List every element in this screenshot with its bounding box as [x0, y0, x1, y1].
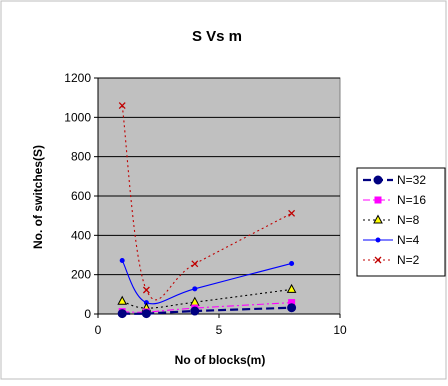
series-n-32: [117, 303, 297, 319]
series-line-n-2: [121, 105, 292, 301]
x-marker-stroke: [191, 260, 199, 268]
legend-entry-n-2: N=2: [363, 253, 420, 267]
series-line-n-16: [122, 302, 292, 313]
x-marker-stroke: [288, 209, 296, 217]
y-tick-label: 1200: [64, 71, 91, 85]
y-tick-label: 1000: [64, 110, 91, 124]
legend-label-n-4: N=4: [397, 233, 420, 247]
data-point-n-4: [289, 260, 295, 266]
data-point-n-2: [118, 102, 126, 109]
legend-label-n-32: N=32: [397, 173, 426, 187]
legend-entry-n-16: N=16: [363, 193, 426, 207]
series-n-2: [118, 102, 296, 301]
data-point-n-32: [117, 309, 127, 319]
legend-label-n-8: N=8: [397, 213, 420, 227]
plot-layer: 0 200 400 600 800 1000 1200 0 5 10: [64, 71, 347, 337]
data-point-n-32: [141, 309, 151, 319]
data-point-n-8: [286, 283, 297, 293]
x-axis-label: No of blocks(m): [175, 353, 266, 367]
legend-marker-n-16: [374, 196, 382, 204]
x-marker-stroke: [118, 102, 126, 109]
series-line-n-32: [122, 306, 292, 315]
y-tick-label: 400: [71, 228, 91, 242]
data-point-n-4: [119, 258, 125, 264]
y-tick-label: 800: [71, 150, 91, 164]
data-point-n-32: [190, 306, 200, 316]
y-tick-label: 0: [84, 307, 91, 321]
x-marker-stroke: [142, 286, 150, 294]
data-point-n-32: [287, 303, 297, 313]
legend-marker-n-2: [374, 256, 382, 264]
legend-entry-n-32: N=32: [363, 173, 426, 187]
x-tick-label: 5: [216, 323, 223, 337]
legend-marker-n-8: [373, 214, 383, 224]
legend-label-n-2: N=2: [397, 253, 420, 267]
data-point-n-2: [142, 286, 150, 294]
series-line-n-8: [122, 288, 292, 309]
x-tick-label: 10: [333, 323, 347, 337]
legend-entry-n-4: N=4: [363, 233, 420, 247]
data-point-n-2: [191, 260, 199, 268]
data-point-n-8: [117, 295, 128, 305]
legend-box: [356, 167, 446, 277]
legend-entry-n-8: N=8: [363, 213, 420, 227]
y-axis-label: No. of switches(S): [31, 145, 45, 249]
y-tick-label: 600: [71, 189, 91, 203]
legend-marker-n-32: [373, 175, 383, 185]
chart-title: S Vs m: [192, 28, 242, 45]
x-tick-label: 0: [95, 323, 102, 337]
series-n-4: [119, 258, 295, 306]
x-marker-stroke: [374, 256, 382, 264]
series-line-n-4: [121, 260, 292, 305]
legend-marker-n-4: [375, 237, 381, 243]
data-point-n-4: [192, 286, 198, 292]
legend: N=32 N=16 N=8 N=4 N=2: [356, 167, 446, 277]
legend-label-n-16: N=16: [397, 193, 426, 207]
y-tick-label: 200: [71, 268, 91, 282]
data-point-n-2: [288, 209, 296, 217]
